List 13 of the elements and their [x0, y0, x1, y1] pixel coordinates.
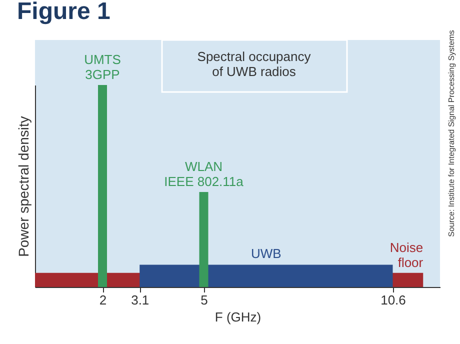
x-tick-label: 5 — [200, 292, 208, 308]
text: Spectral occupancy of UWB radios — [197, 49, 312, 79]
series-label: UWB — [251, 246, 282, 261]
series-label: UMTS 3GPP — [84, 52, 122, 82]
x-tick-label: 2 — [99, 292, 107, 308]
x-tick-label: 10.6 — [380, 292, 406, 308]
series-label: Noise floor — [390, 240, 424, 270]
chart-title: Figure 1 — [17, 0, 110, 26]
x-axis-title: F (GHz) — [214, 310, 262, 324]
source-note: Source: Institute for Integrated Signal Processing Systems — [447, 30, 456, 237]
x-tick-label: 3.1 — [131, 292, 150, 308]
y-axis-title: Power spectral density — [16, 116, 32, 257]
series-label: WLAN IEEE 802.11a — [164, 159, 244, 190]
